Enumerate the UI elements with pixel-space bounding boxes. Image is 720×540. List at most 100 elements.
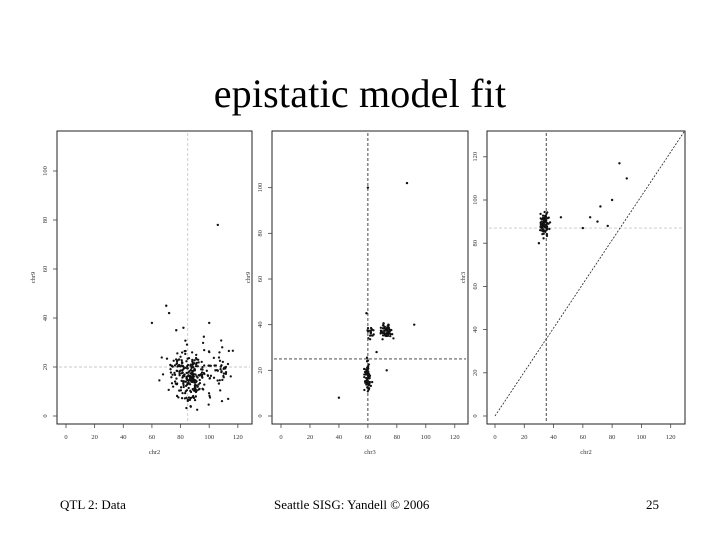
data-point	[369, 384, 373, 388]
data-point	[175, 382, 179, 385]
data-point	[366, 330, 370, 333]
y-tick-label: 100	[42, 166, 49, 176]
data-point	[599, 205, 602, 208]
data-point	[181, 376, 184, 379]
x-tick-label: 0	[493, 434, 496, 441]
data-point	[173, 380, 177, 383]
data-point	[207, 403, 210, 406]
data-point	[175, 377, 178, 380]
x-tick-label: 100	[637, 434, 647, 441]
x-tick-label: 120	[450, 434, 460, 441]
data-point	[543, 210, 546, 214]
data-point	[380, 330, 383, 333]
data-point	[542, 237, 545, 240]
data-point	[196, 408, 199, 411]
y-tick-label: 40	[42, 315, 49, 322]
data-point	[165, 357, 169, 360]
data-point	[205, 369, 208, 372]
x-tick-label: 80	[177, 434, 184, 441]
data-point	[193, 359, 196, 362]
data-point	[208, 321, 211, 325]
x-tick-label: 60	[365, 434, 372, 441]
scatter-panel-3: 0 20 40 60 80 100 120 0 20 40 60 80 100 120 chr2 chr3	[460, 130, 686, 456]
data-point	[169, 371, 173, 374]
data-point	[188, 383, 192, 386]
x-tick-label: 80	[394, 434, 401, 441]
data-point	[371, 334, 374, 337]
ref-diagonal	[494, 131, 685, 417]
data-point	[368, 376, 371, 379]
data-point	[195, 363, 198, 366]
data-point	[207, 392, 211, 395]
data-point	[381, 338, 384, 341]
scatter-panel-2: 0 20 40 60 80 100 120 0 20 40 60 80 100 chr3 chr9	[245, 130, 469, 456]
data-point	[375, 350, 378, 354]
y-tick-label: 100	[472, 195, 479, 205]
y-tick-label: 40	[257, 321, 264, 328]
data-point	[200, 374, 204, 378]
data-point	[193, 398, 197, 402]
data-point	[198, 374, 201, 377]
data-point	[413, 323, 416, 326]
data-point	[203, 348, 206, 352]
y-tick-label: 80	[42, 217, 49, 224]
data-point	[186, 399, 189, 403]
data-point	[192, 379, 195, 383]
data-point	[381, 334, 385, 337]
data-point	[199, 373, 203, 376]
y-tick-label: 20	[257, 367, 264, 374]
data-point	[386, 334, 390, 338]
data-point	[382, 327, 386, 330]
data-point	[542, 221, 546, 225]
plot-frame	[56, 130, 253, 425]
x-tick-label: 60	[149, 434, 156, 441]
page-number: 25	[646, 497, 659, 512]
data-point	[385, 332, 388, 335]
data-point	[179, 369, 182, 372]
x-tick-label: 20	[91, 434, 98, 441]
footer-course: QTL 2: Data	[60, 497, 126, 512]
data-point	[222, 372, 226, 375]
data-point	[175, 369, 179, 373]
data-point	[183, 397, 187, 400]
data-point	[207, 350, 211, 353]
data-point	[545, 232, 549, 236]
data-point	[192, 366, 195, 369]
data-point	[182, 382, 185, 385]
data-point	[214, 364, 218, 367]
data-point	[217, 356, 221, 359]
data-point	[365, 312, 368, 315]
data-point	[387, 331, 390, 335]
data-point	[366, 386, 369, 389]
x-tick-label: 40	[120, 434, 127, 441]
data-point	[548, 227, 551, 231]
data-point	[216, 379, 219, 382]
data-point	[541, 214, 545, 217]
data-point	[224, 365, 228, 369]
data-point	[180, 359, 183, 362]
data-point	[220, 399, 224, 403]
data-point	[184, 366, 187, 369]
data-point	[385, 369, 388, 372]
data-point	[364, 373, 368, 376]
data-point	[363, 376, 366, 379]
data-point	[194, 395, 198, 398]
x-axis-label: chr2	[149, 449, 161, 456]
x-tick-label: 60	[580, 434, 587, 441]
data-point	[172, 359, 175, 362]
data-point	[391, 333, 394, 336]
data-point	[182, 375, 186, 378]
data-point	[196, 385, 199, 388]
data-point	[379, 326, 383, 329]
data-point	[198, 381, 202, 385]
data-point	[197, 361, 200, 364]
data-point	[187, 379, 190, 382]
data-point	[596, 220, 599, 223]
data-point	[171, 364, 174, 368]
data-point	[218, 351, 221, 354]
data-point	[202, 335, 205, 338]
data-point	[367, 388, 370, 391]
data-point	[206, 374, 209, 377]
data-point	[545, 229, 548, 232]
data-point	[179, 365, 182, 368]
